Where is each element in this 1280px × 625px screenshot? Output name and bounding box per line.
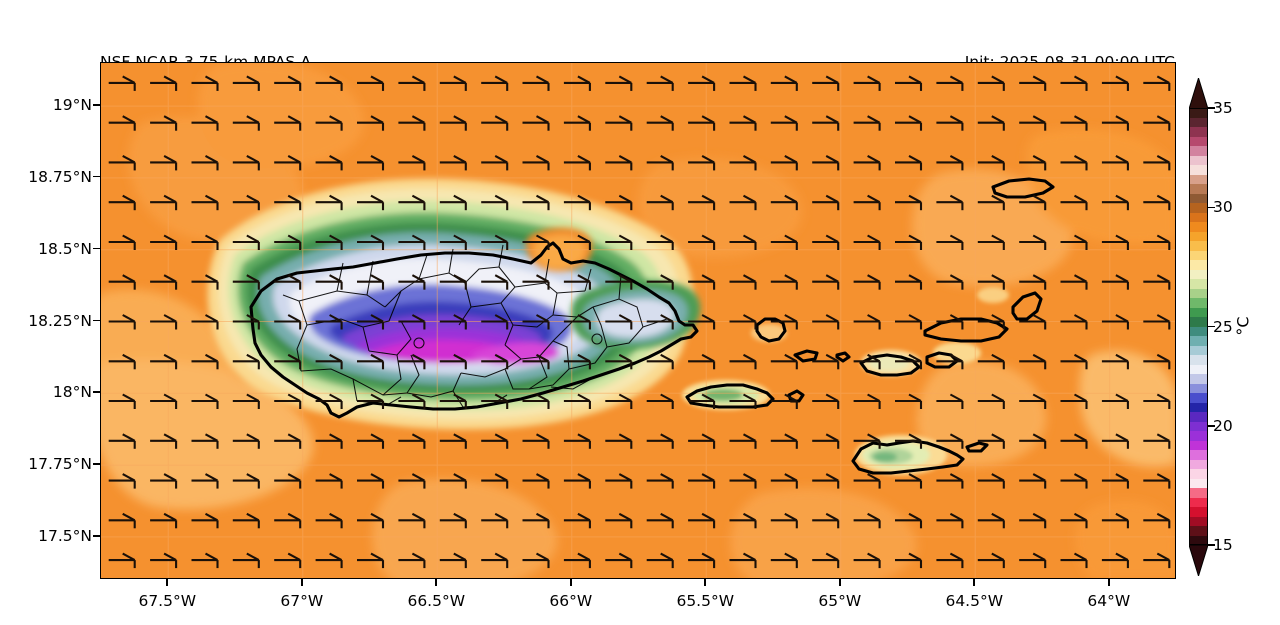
- x-tick-label-6: 64.5°W: [945, 592, 1004, 610]
- colorbar-swatch-9: [1189, 193, 1208, 204]
- colorbar-tick-label-1: 30: [1213, 198, 1233, 217]
- colorbar-swatch-13: [1189, 231, 1208, 242]
- y-tick-label-4: 18°N: [52, 383, 92, 402]
- y-tick-label-0: 19°N: [52, 96, 92, 115]
- x-tick-mark-4: [704, 579, 707, 586]
- colorbar-swatch-0: [1189, 108, 1208, 119]
- colorbar-tick-mark-0: [1208, 107, 1215, 109]
- x-tick-mark-0: [166, 579, 169, 586]
- colorbar-swatch-6: [1189, 165, 1208, 176]
- colorbar-swatch-36: [1189, 450, 1208, 461]
- y-tick-label-1: 18.75°N: [28, 167, 92, 186]
- colorbar-top-arrow: [1189, 78, 1208, 109]
- x-tick-mark-5: [838, 579, 841, 586]
- x-tick-mark-3: [569, 579, 572, 586]
- colorbar-swatch-15: [1189, 250, 1208, 261]
- y-tick-mark-6: [93, 534, 100, 537]
- colorbar-swatch-39: [1189, 478, 1208, 489]
- colorbar-swatch-1: [1189, 117, 1208, 128]
- colorbar-swatch-44: [1189, 526, 1208, 537]
- x-tick-mark-6: [973, 579, 976, 586]
- y-tick-label-5: 17.75°N: [28, 455, 92, 474]
- colorbar-swatch-18: [1189, 279, 1208, 290]
- colorbar-border: [1189, 108, 1208, 545]
- colorbar-swatch-31: [1189, 402, 1208, 413]
- y-tick-mark-0: [93, 104, 100, 106]
- colorbar-swatch-26: [1189, 355, 1208, 366]
- colorbar-swatch-41: [1189, 497, 1208, 508]
- coastlines: [249, 177, 1055, 475]
- colorbar-tick-label-2: 25: [1213, 317, 1233, 336]
- colorbar-tick-label-0: 35: [1213, 99, 1233, 117]
- colorbar-swatch-34: [1189, 431, 1208, 442]
- x-tick-label-0: 67.5°W: [138, 592, 197, 610]
- colorbar-swatch-16: [1189, 260, 1208, 271]
- x-tick-label-2: 66.5°W: [407, 592, 466, 610]
- colorbar-swatch-10: [1189, 203, 1208, 214]
- colorbar-tick-mark-3: [1208, 425, 1215, 427]
- colorbar-unit-label: °C: [1233, 316, 1253, 336]
- colorbar-swatch-30: [1189, 393, 1208, 404]
- colorbar-bottom-arrow: [1189, 545, 1208, 576]
- colorbar-swatch-40: [1189, 488, 1208, 499]
- x-tick-label-4: 65.5°W: [676, 592, 735, 610]
- colorbar-swatch-20: [1189, 298, 1208, 309]
- colorbar-tick-label-3: 20: [1213, 416, 1233, 435]
- map-svg: [101, 63, 1175, 578]
- colorbar-swatch-5: [1189, 155, 1208, 166]
- colorbar-swatch-37: [1189, 459, 1208, 470]
- colorbar-tick-mark-2: [1208, 325, 1215, 328]
- y-tick-mark-1: [93, 175, 100, 178]
- colorbar-swatch-25: [1189, 345, 1208, 356]
- colorbar-swatch-28: [1189, 374, 1208, 385]
- colorbar-swatch-33: [1189, 421, 1208, 432]
- colorbar-swatch-17: [1189, 269, 1208, 280]
- colorbar-swatch-38: [1189, 469, 1208, 480]
- x-tick-label-7: 64°W: [1087, 592, 1131, 610]
- x-tick-label-1: 67°W: [280, 592, 324, 610]
- y-tick-mark-2: [93, 247, 100, 250]
- x-tick-mark-2: [435, 579, 438, 586]
- colorbar-swatch-45: [1189, 535, 1208, 546]
- x-tick-label-5: 65°W: [818, 592, 862, 610]
- y-tick-mark-4: [93, 391, 100, 393]
- colorbar-swatch-2: [1189, 127, 1208, 138]
- colorbar-swatch-19: [1189, 288, 1208, 299]
- colorbar-swatch-7: [1189, 174, 1208, 185]
- x-tick-mark-1: [300, 579, 303, 586]
- colorbar-swatch-35: [1189, 440, 1208, 451]
- colorbar-tick-label-4: 15: [1213, 536, 1233, 554]
- colorbar-swatch-23: [1189, 326, 1208, 337]
- x-tick-mark-7: [1107, 579, 1110, 586]
- colorbar-swatch-8: [1189, 184, 1208, 195]
- colorbar-swatch-27: [1189, 364, 1208, 375]
- colorbar-swatch-3: [1189, 136, 1208, 147]
- colorbar-swatch-43: [1189, 516, 1208, 527]
- colorbar-tick-mark-4: [1208, 544, 1215, 546]
- y-tick-label-6: 17.5°N: [38, 526, 92, 545]
- colorbar-swatch-21: [1189, 307, 1208, 318]
- colorbar-swatch-24: [1189, 336, 1208, 347]
- colorbar-swatch-12: [1189, 222, 1208, 233]
- colorbar: [1189, 108, 1208, 546]
- colorbar-swatch-29: [1189, 383, 1208, 394]
- colorbar-swatch-42: [1189, 507, 1208, 518]
- y-tick-mark-3: [93, 319, 100, 322]
- map-plot-area: [100, 62, 1176, 579]
- colorbar-swatch-32: [1189, 412, 1208, 423]
- colorbar-swatch-4: [1189, 146, 1208, 157]
- y-tick-label-2: 18.5°N: [38, 239, 92, 258]
- colorbar-swatch-14: [1189, 241, 1208, 252]
- colorbar-swatch-22: [1189, 317, 1208, 328]
- colorbar-tick-mark-1: [1208, 206, 1215, 209]
- colorbar-swatch-11: [1189, 212, 1208, 223]
- y-tick-mark-5: [93, 463, 100, 465]
- x-tick-label-3: 66°W: [549, 592, 593, 610]
- y-tick-label-3: 18.25°N: [28, 311, 92, 330]
